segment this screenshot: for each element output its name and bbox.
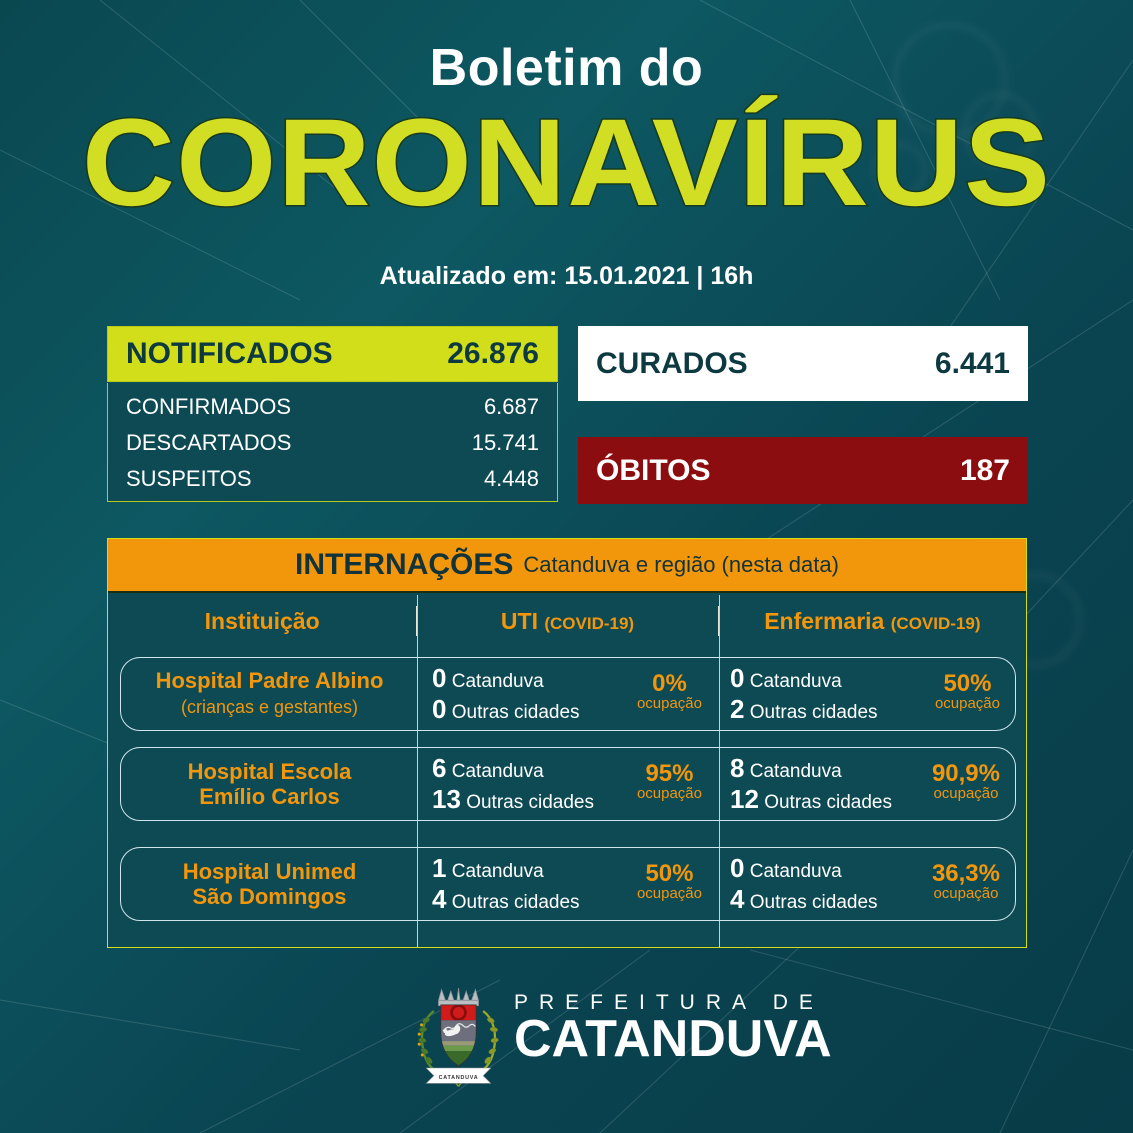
svg-text:CATANDUVA: CATANDUVA: [439, 1075, 479, 1081]
